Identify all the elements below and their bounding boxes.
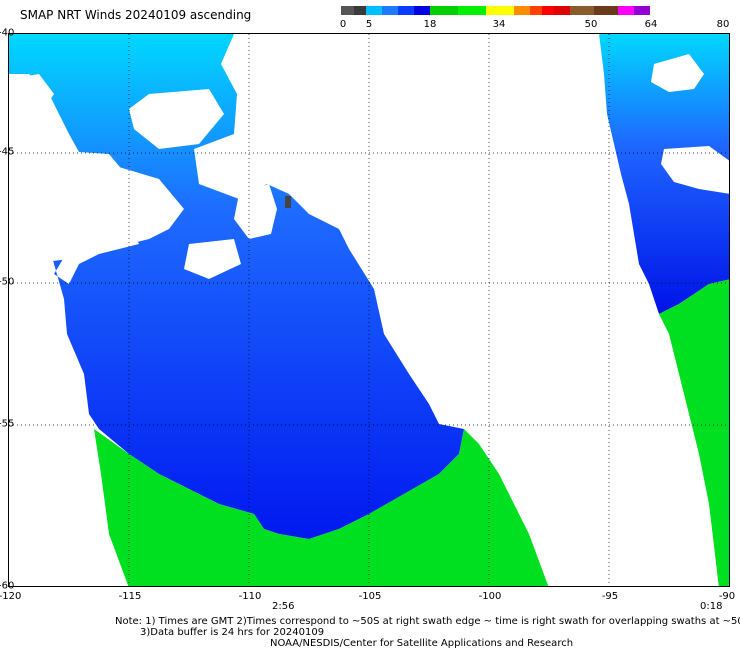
colorbar-segment [414, 6, 430, 15]
colorbar-segment [634, 6, 650, 15]
wind-region-right-swath [599, 34, 729, 314]
colorbar-segment [354, 6, 366, 15]
colorbar-label: 5 [365, 19, 373, 30]
lon-label: -95 [601, 591, 619, 602]
colorbar-label: 34 [492, 19, 506, 30]
colorbar-segment [458, 6, 486, 15]
lat-label: -45 [0, 146, 15, 158]
map-title: SMAP NRT Winds 20240109 ascending [20, 8, 252, 22]
colorbar-label: 18 [423, 19, 437, 30]
wind-region-moderate [9, 34, 464, 539]
colorbar-segment [341, 6, 354, 15]
note-line-3: NOAA/NESDIS/Center for Satellite Applica… [270, 638, 574, 649]
lon-label: -105 [358, 591, 382, 602]
graticule [9, 34, 729, 586]
swath-time-left: 2:56 [272, 601, 295, 612]
lat-label: -40 [0, 27, 15, 39]
colorbar-segment [618, 6, 634, 15]
lat-label: -50 [0, 276, 15, 288]
lat-label: -60 [0, 580, 15, 592]
lon-label: -115 [118, 591, 142, 602]
wind-speed-colorbar [341, 6, 729, 15]
colorbar-label: 80 [716, 19, 730, 30]
colorbar-segment [486, 6, 514, 15]
swath-time-right: 0:18 [700, 601, 723, 612]
note-line-2: 3)Data buffer is 24 hrs for 20240109 [140, 627, 325, 638]
lon-label: -120 [0, 591, 22, 602]
colorbar-label: 0 [339, 19, 347, 30]
colorbar-segment [594, 6, 618, 15]
lon-label: -90 [718, 591, 736, 602]
colorbar-segment [398, 6, 414, 15]
wind-map [8, 33, 730, 587]
colorbar-segment [554, 6, 570, 15]
colorbar-segment [430, 6, 458, 15]
lon-label: -110 [238, 591, 262, 602]
wind-swath-map [9, 34, 729, 586]
colorbar-segment [514, 6, 530, 15]
note-line-1: Note: 1) Times are GMT 2)Times correspon… [115, 616, 740, 627]
colorbar-label: 64 [644, 19, 658, 30]
colorbar-label: 50 [584, 19, 598, 30]
colorbar-segment [570, 6, 594, 15]
lat-label: -55 [0, 418, 15, 430]
colorbar-segment [366, 6, 382, 15]
colorbar-segment [530, 6, 542, 15]
wind-region-strong [94, 429, 549, 586]
lon-label: -100 [478, 591, 502, 602]
colorbar-segment [382, 6, 398, 15]
wind-region-right-strong [659, 279, 729, 586]
colorbar-segment [542, 6, 554, 15]
